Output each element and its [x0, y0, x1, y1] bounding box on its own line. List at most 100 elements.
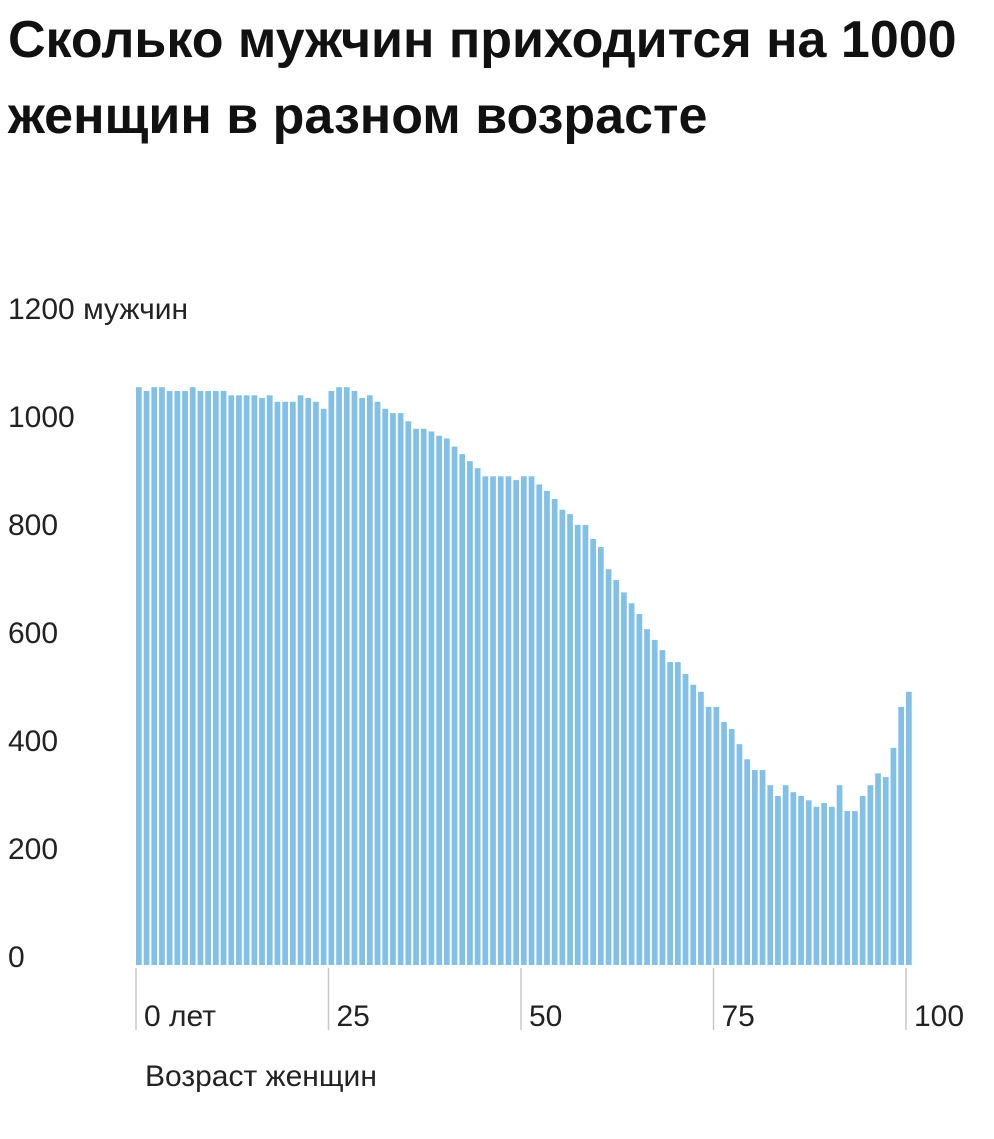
bar [166, 390, 173, 966]
bar [205, 390, 211, 966]
bar [382, 408, 389, 965]
bar [890, 747, 897, 965]
bar [675, 662, 681, 965]
y-tick-label: 800 [8, 509, 58, 542]
bar [351, 390, 358, 966]
x-tick-label: 25 [337, 1000, 370, 1033]
bar [829, 806, 835, 965]
bar [528, 476, 535, 965]
bar [805, 800, 812, 965]
bar [336, 387, 342, 965]
y-tick-label: 400 [8, 725, 58, 758]
bar [551, 498, 558, 965]
bar [782, 785, 789, 965]
bar [444, 438, 450, 965]
bar [459, 454, 466, 965]
bar [906, 691, 912, 965]
bar [266, 395, 273, 965]
bar [836, 785, 843, 965]
bar [705, 706, 712, 965]
bar [713, 706, 720, 965]
bar [282, 401, 288, 965]
bar [536, 484, 543, 965]
bar [636, 614, 643, 965]
bar [182, 390, 188, 966]
bar [559, 509, 566, 965]
bar [628, 603, 635, 965]
bar [728, 729, 735, 965]
y-tick-label: 1000 [8, 401, 75, 434]
bar [898, 706, 904, 965]
bar [482, 476, 489, 965]
bar [474, 468, 481, 965]
bar [236, 395, 242, 965]
y-tick-label: 600 [8, 617, 58, 650]
chart-title: Сколько мужчин приходится на 1000 женщин… [8, 11, 957, 145]
bar [544, 490, 550, 965]
bar [574, 524, 581, 965]
bar [598, 547, 604, 965]
bar [513, 480, 519, 965]
bar [343, 387, 350, 965]
bar [151, 387, 158, 965]
bar [359, 398, 365, 965]
bar [174, 390, 181, 966]
bar [644, 629, 650, 965]
bar [467, 461, 473, 965]
bar [682, 673, 689, 965]
bar [744, 759, 750, 965]
bar [852, 811, 858, 965]
y-tick-label: 1200 мужчин [8, 293, 188, 326]
bar [767, 785, 774, 965]
bar [143, 390, 150, 966]
bar [875, 773, 881, 965]
bar [390, 413, 396, 965]
bar [213, 390, 219, 966]
bar [690, 684, 697, 965]
bar [582, 524, 589, 965]
bar [505, 476, 512, 965]
bar [451, 446, 458, 966]
bar [813, 806, 820, 965]
bar [698, 691, 704, 965]
bar [243, 395, 250, 965]
bar [313, 401, 319, 965]
x-tick-label: 0 лет [144, 1000, 216, 1033]
bar [259, 398, 265, 965]
bar [651, 639, 658, 965]
bar [159, 387, 165, 965]
bar [374, 401, 381, 965]
bar [228, 395, 235, 965]
bar [567, 514, 573, 965]
bar [790, 792, 797, 965]
bar [521, 476, 527, 965]
bar [420, 428, 427, 965]
bar [590, 538, 596, 965]
bar [775, 795, 781, 965]
y-tick-label: 200 [8, 833, 58, 866]
bar [197, 390, 204, 966]
bar [759, 770, 766, 965]
bar [397, 413, 404, 965]
x-tick-label: 75 [722, 1000, 755, 1033]
bar [497, 476, 504, 965]
bar [328, 390, 335, 966]
bar [821, 803, 827, 965]
bar [605, 569, 612, 965]
bar [136, 387, 142, 965]
bar [413, 428, 419, 965]
bar [736, 744, 743, 965]
bar [752, 770, 758, 965]
bar [290, 401, 296, 965]
bar [274, 401, 281, 965]
bar [882, 777, 889, 965]
bar [621, 592, 627, 965]
bar [859, 795, 866, 965]
bar [659, 650, 666, 965]
bar [297, 395, 304, 965]
bar [798, 795, 804, 965]
bar [867, 785, 874, 965]
bar [844, 811, 851, 965]
bar [220, 390, 227, 966]
